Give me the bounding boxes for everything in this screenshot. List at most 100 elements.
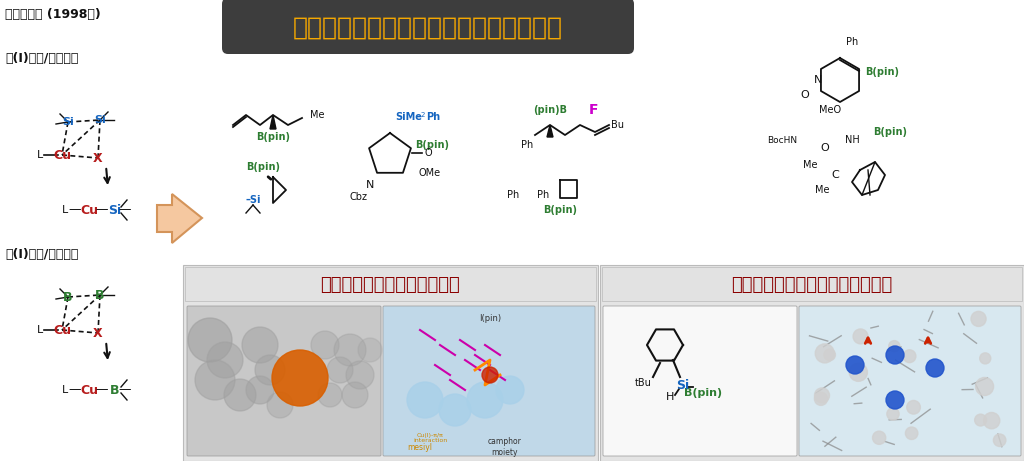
Polygon shape xyxy=(157,194,202,243)
Text: L: L xyxy=(37,325,43,335)
Text: O: O xyxy=(801,90,809,100)
Text: X: X xyxy=(93,152,102,165)
Text: OMe: OMe xyxy=(419,168,441,178)
Text: Cu: Cu xyxy=(80,203,98,217)
Text: B(pin): B(pin) xyxy=(543,205,577,215)
Text: —: — xyxy=(96,384,109,396)
Text: X: X xyxy=(93,326,102,339)
Text: Ph: Ph xyxy=(507,190,519,200)
Circle shape xyxy=(815,344,835,363)
Circle shape xyxy=(976,378,993,396)
Text: N: N xyxy=(366,180,374,190)
Circle shape xyxy=(993,434,1006,447)
Circle shape xyxy=(311,331,339,359)
Circle shape xyxy=(207,342,243,378)
Circle shape xyxy=(980,353,991,364)
Text: Ph: Ph xyxy=(537,190,549,200)
Polygon shape xyxy=(547,125,553,137)
Text: B: B xyxy=(111,384,120,396)
FancyBboxPatch shape xyxy=(222,0,634,54)
Text: 銅(I)触媒/ジシラン: 銅(I)触媒/ジシラン xyxy=(5,52,79,65)
Text: 量子計算による触媒デザイン: 量子計算による触媒デザイン xyxy=(321,276,460,294)
Circle shape xyxy=(334,334,366,366)
FancyBboxPatch shape xyxy=(799,306,1021,456)
Circle shape xyxy=(246,376,274,404)
Circle shape xyxy=(905,427,918,439)
Text: 有機ホウ素・ケイ素化合物の選択的合成: 有機ホウ素・ケイ素化合物の選択的合成 xyxy=(293,16,563,40)
Text: B(pin): B(pin) xyxy=(415,140,449,150)
Text: —: — xyxy=(96,203,109,217)
Text: Ph: Ph xyxy=(521,140,534,150)
FancyBboxPatch shape xyxy=(600,265,1024,461)
Text: B(pin): B(pin) xyxy=(873,127,907,137)
Circle shape xyxy=(439,394,471,426)
FancyBboxPatch shape xyxy=(603,306,797,456)
Text: Ph: Ph xyxy=(426,112,440,122)
Text: L: L xyxy=(37,150,43,160)
Text: B(pin): B(pin) xyxy=(865,67,899,77)
Circle shape xyxy=(318,383,342,407)
FancyBboxPatch shape xyxy=(183,265,598,461)
Text: L: L xyxy=(61,205,69,215)
Text: B: B xyxy=(63,290,73,303)
Circle shape xyxy=(814,388,829,403)
Text: Cu: Cu xyxy=(80,384,98,396)
Circle shape xyxy=(971,311,986,326)
FancyBboxPatch shape xyxy=(383,306,595,456)
Text: Cu(I)-π/π
interaction: Cu(I)-π/π interaction xyxy=(413,432,447,443)
Circle shape xyxy=(983,413,999,429)
Circle shape xyxy=(482,367,498,383)
Text: —: — xyxy=(119,384,131,396)
Text: –Si: –Si xyxy=(246,195,261,205)
Circle shape xyxy=(224,379,256,411)
Circle shape xyxy=(342,382,368,408)
Circle shape xyxy=(872,431,886,444)
Circle shape xyxy=(824,349,836,361)
Text: Cu: Cu xyxy=(53,148,71,161)
Circle shape xyxy=(267,392,293,418)
Text: I(pin): I(pin) xyxy=(479,313,501,323)
Text: Me: Me xyxy=(310,110,325,120)
Circle shape xyxy=(358,338,382,362)
Text: 銅(I)触媒/ジボロン: 銅(I)触媒/ジボロン xyxy=(5,248,79,261)
Text: O: O xyxy=(820,143,829,153)
Circle shape xyxy=(889,341,900,352)
Circle shape xyxy=(903,350,915,363)
Circle shape xyxy=(887,408,899,420)
Circle shape xyxy=(886,391,904,409)
FancyBboxPatch shape xyxy=(185,267,596,301)
Circle shape xyxy=(195,360,234,400)
Text: Ph: Ph xyxy=(846,37,858,47)
Text: —: — xyxy=(69,203,81,217)
Text: N: N xyxy=(814,75,822,85)
Circle shape xyxy=(907,401,921,414)
Text: tBu: tBu xyxy=(635,378,651,388)
FancyBboxPatch shape xyxy=(187,306,381,456)
Circle shape xyxy=(926,359,944,377)
Text: Si: Si xyxy=(109,203,122,217)
Text: SiMe: SiMe xyxy=(395,112,422,122)
Text: —: — xyxy=(69,384,81,396)
Circle shape xyxy=(346,361,374,389)
Text: L: L xyxy=(61,385,69,395)
Text: B(pin): B(pin) xyxy=(256,132,290,142)
Circle shape xyxy=(846,356,864,374)
Text: NH: NH xyxy=(845,135,859,145)
Text: —: — xyxy=(119,203,131,217)
Circle shape xyxy=(242,327,278,363)
Text: Me: Me xyxy=(815,185,829,195)
Circle shape xyxy=(849,363,867,381)
Text: mesiyl: mesiyl xyxy=(408,443,432,451)
Text: B(pin): B(pin) xyxy=(246,162,280,172)
Text: Si: Si xyxy=(677,378,689,391)
Circle shape xyxy=(853,329,868,344)
Text: BocHN: BocHN xyxy=(767,136,797,144)
Text: Cbz: Cbz xyxy=(349,192,367,202)
Text: H: H xyxy=(666,392,674,402)
Text: 2: 2 xyxy=(421,112,425,118)
Text: MeO: MeO xyxy=(819,105,841,115)
Text: F: F xyxy=(588,103,598,117)
Text: camphor
moiety: camphor moiety xyxy=(488,437,522,457)
Circle shape xyxy=(407,382,443,418)
FancyBboxPatch shape xyxy=(602,267,1022,301)
